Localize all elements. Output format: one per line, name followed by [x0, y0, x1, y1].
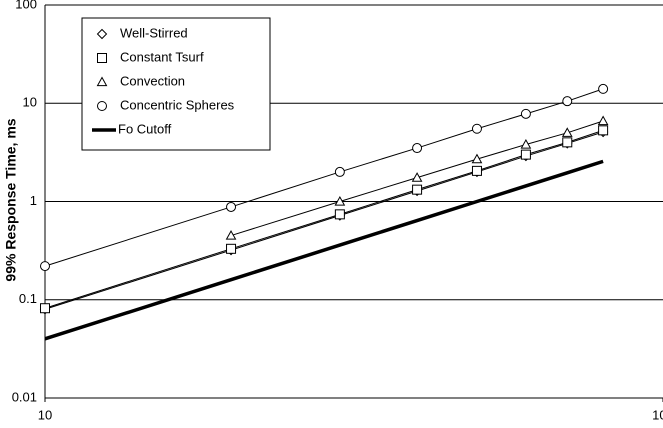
- marker: [562, 96, 573, 107]
- marker: [226, 201, 237, 212]
- marker: [226, 243, 237, 254]
- marker: [334, 195, 346, 206]
- series-line: [44, 159, 604, 341]
- marker: [412, 143, 423, 154]
- marker: [471, 123, 482, 134]
- marker: [561, 127, 573, 137]
- y-tick-label: 10: [23, 95, 37, 110]
- marker: [412, 184, 423, 195]
- y-tick-label: 0.1: [19, 291, 37, 306]
- marker: [97, 53, 107, 63]
- marker: [471, 153, 483, 164]
- legend-label: Convection: [120, 73, 185, 88]
- marker: [334, 166, 345, 177]
- legend-box: [81, 17, 271, 151]
- legend-label: Concentric Spheres: [120, 97, 235, 112]
- marker: [411, 172, 423, 182]
- legend-label: Constant Tsurf: [120, 49, 204, 64]
- y-axis-title: 99% Response Time, ms: [3, 118, 19, 281]
- marker: [597, 115, 609, 126]
- marker: [40, 303, 50, 314]
- legend-label: Fo Cutoff: [118, 121, 172, 136]
- legend: Well-Stirred Constant Tsurf Convection Conc…: [81, 17, 271, 151]
- series-line: [44, 88, 604, 267]
- marker: [598, 83, 609, 94]
- marker: [520, 149, 531, 160]
- marker: [334, 209, 345, 220]
- marker: [598, 125, 609, 136]
- marker: [96, 28, 108, 40]
- marker: [225, 230, 237, 240]
- series-line: [44, 131, 604, 310]
- x-tick-label: 100: [652, 407, 663, 422]
- marker: [471, 165, 482, 176]
- y-tick-label: 0.01: [12, 389, 37, 404]
- marker: [520, 108, 531, 119]
- series-line: [44, 129, 604, 309]
- marker: [520, 139, 532, 149]
- marker: [97, 101, 107, 111]
- legend-label: Well-Stirred: [120, 25, 188, 40]
- marker: [40, 261, 50, 272]
- y-tick-label: 100: [15, 0, 37, 11]
- y-tick-label: 1: [30, 193, 37, 208]
- x-tick-label: 10: [38, 407, 52, 422]
- marker: [562, 137, 573, 148]
- marker: [96, 76, 108, 87]
